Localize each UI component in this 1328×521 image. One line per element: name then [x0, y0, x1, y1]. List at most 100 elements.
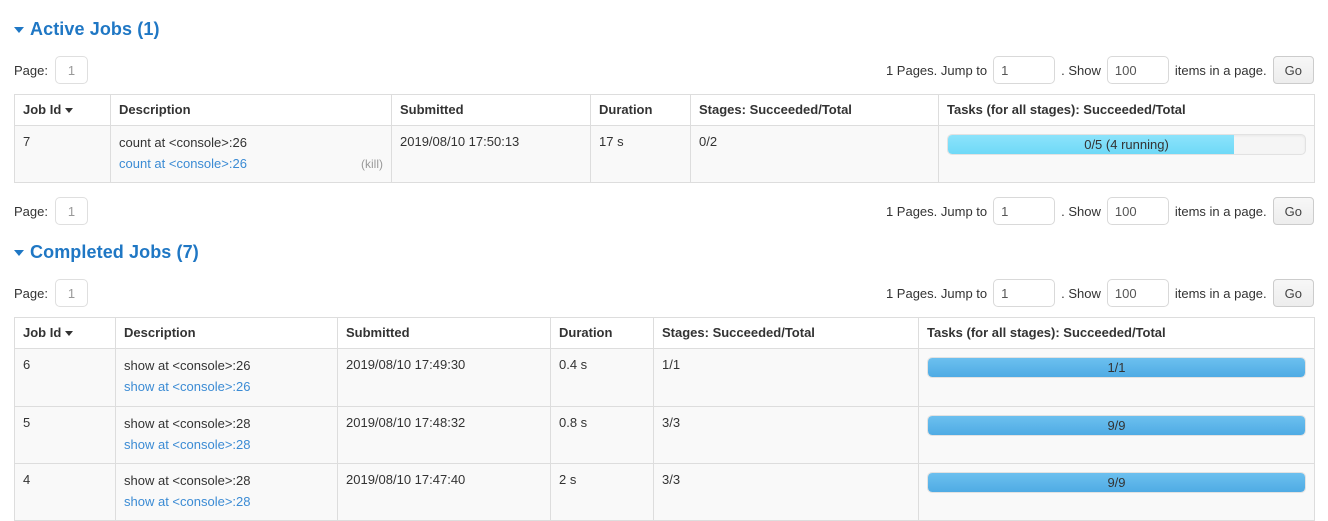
- active-bottom-show-text: . Show: [1061, 203, 1101, 219]
- cell-tasks: 9/9: [918, 405, 1315, 465]
- table-row: 6 show at <console>:26 show at <console>…: [14, 348, 1315, 407]
- tasks-progress-label: 9/9: [1107, 475, 1126, 491]
- column-header-stages-label: Stages: Succeeded/Total: [699, 102, 852, 117]
- cell-job-id: 4: [14, 463, 116, 521]
- column-header-job-id-label: Job Id: [23, 102, 74, 117]
- cell-stages: 3/3: [653, 463, 919, 521]
- page-label: Page:: [14, 203, 48, 219]
- active-jobs-table-body: 7 count at <console>:26 count at <consol…: [14, 124, 1315, 184]
- column-header-description[interactable]: Description: [110, 94, 392, 126]
- column-header-tasks[interactable]: Tasks (for all stages): Succeeded/Total: [918, 317, 1315, 350]
- active-top-show-text: . Show: [1061, 62, 1101, 78]
- column-header-duration[interactable]: Duration: [550, 317, 654, 350]
- tasks-progress-fill: [928, 415, 1305, 435]
- active-top-items-text: items in a page.: [1174, 62, 1267, 78]
- completed-jump-group: 1 Pages. Jump to . Show items in a page.…: [885, 279, 1314, 308]
- table-row: 5 show at <console>:28 show at <console>…: [14, 405, 1315, 465]
- column-header-duration[interactable]: Duration: [590, 94, 691, 126]
- active-top-page-input[interactable]: [54, 56, 88, 84]
- completed-show-input[interactable]: [1106, 279, 1169, 308]
- column-header-stages[interactable]: Stages: Succeeded/Total: [690, 94, 939, 126]
- column-header-description-label: Description: [124, 325, 196, 341]
- job-description-link[interactable]: show at <console>:28: [124, 493, 251, 509]
- cell-stages: 0/2: [690, 124, 939, 184]
- active-bottom-jump-group: 1 Pages. Jump to . Show items in a page.…: [886, 197, 1314, 226]
- completed-pages-text: 1 Pages. Jump to: [885, 285, 988, 301]
- completed-jobs-title: Completed Jobs (7): [30, 242, 199, 263]
- column-header-duration-label: Duration: [599, 102, 653, 117]
- job-description-text: show at <console>:26: [124, 358, 251, 374]
- cell-tasks: 0/5 (4 running): [938, 124, 1315, 184]
- job-description-text: show at <console>:28: [124, 415, 251, 431]
- active-top-go-button[interactable]: Go: [1272, 56, 1314, 84]
- active-top-jump-input[interactable]: [993, 56, 1056, 84]
- completed-page-input[interactable]: [54, 279, 88, 308]
- cell-tasks: 9/9: [918, 463, 1315, 521]
- cell-duration: 17 s: [590, 124, 691, 184]
- cell-submitted: 2019/08/10 17:48:32: [337, 405, 551, 465]
- sort-descending-icon: [65, 108, 74, 113]
- column-header-description[interactable]: Description: [115, 317, 338, 350]
- active-bottom-jump-input[interactable]: [993, 197, 1056, 226]
- page-label: Page:: [14, 285, 48, 301]
- tasks-progress-fill: [948, 135, 1234, 154]
- column-header-tasks[interactable]: Tasks (for all stages): Succeeded/Total: [938, 94, 1315, 126]
- column-header-job-id[interactable]: Job Id: [14, 94, 111, 126]
- job-description-link[interactable]: show at <console>:28: [124, 436, 251, 452]
- cell-submitted: 2019/08/10 17:49:30: [337, 348, 551, 407]
- column-header-duration-label: Duration: [559, 325, 613, 341]
- completed-jobs-header[interactable]: Completed Jobs (7): [14, 243, 1314, 261]
- cell-tasks: 1/1: [918, 348, 1315, 407]
- cell-duration: 2 s: [550, 463, 654, 521]
- job-description-links: count at <console>:26 (kill): [119, 154, 383, 174]
- column-header-submitted-label: Submitted: [400, 102, 464, 117]
- completed-go-button[interactable]: Go: [1272, 279, 1314, 308]
- column-header-tasks-label: Tasks (for all stages): Succeeded/Total: [947, 102, 1186, 117]
- completed-jobs-table-body: 6 show at <console>:26 show at <console>…: [14, 348, 1315, 521]
- completed-page-group: Page:: [14, 279, 88, 308]
- job-description-links: show at <console>:28: [124, 435, 329, 455]
- table-row: 7 count at <console>:26 count at <consol…: [14, 124, 1315, 184]
- caret-down-icon: [14, 27, 24, 33]
- column-header-stages-label: Stages: Succeeded/Total: [662, 325, 815, 341]
- completed-show-text: . Show: [1061, 285, 1101, 301]
- column-header-submitted[interactable]: Submitted: [337, 317, 551, 350]
- tasks-progress-bar: 9/9: [927, 414, 1306, 436]
- job-description-text: show at <console>:28: [124, 473, 251, 489]
- kill-job-link[interactable]: (kill): [361, 156, 383, 171]
- tasks-progress-fill: [928, 473, 1305, 493]
- column-header-description-label: Description: [119, 102, 191, 117]
- active-top-show-input[interactable]: [1106, 56, 1169, 84]
- active-bottom-page-group: Page:: [14, 197, 88, 226]
- active-jobs-title: Active Jobs (1): [30, 19, 160, 39]
- active-bottom-show-input[interactable]: [1106, 197, 1169, 226]
- jobs-page: Active Jobs (1) Page: 1 Pages. Jump to .…: [14, 20, 1315, 521]
- job-description-text: count at <console>:26: [119, 135, 247, 150]
- table-row: 4 show at <console>:28 show at <console>…: [14, 463, 1315, 521]
- column-header-tasks-label: Tasks (for all stages): Succeeded/Total: [927, 325, 1166, 341]
- active-bottom-go-button[interactable]: Go: [1272, 197, 1314, 226]
- cell-description: show at <console>:28 show at <console>:2…: [115, 405, 338, 465]
- cell-duration: 0.8 s: [550, 405, 654, 465]
- cell-stages: 3/3: [653, 405, 919, 465]
- column-header-submitted[interactable]: Submitted: [391, 94, 591, 126]
- job-description-link[interactable]: count at <console>:26: [119, 155, 247, 171]
- column-header-job-id[interactable]: Job Id: [14, 317, 116, 350]
- tasks-progress-bar: 1/1: [927, 357, 1306, 379]
- completed-jump-input[interactable]: [993, 279, 1056, 308]
- cell-stages: 1/1: [653, 348, 919, 407]
- active-top-jump-group: 1 Pages. Jump to . Show items in a page.…: [886, 56, 1314, 84]
- job-description-link[interactable]: show at <console>:26: [124, 379, 251, 395]
- column-header-stages[interactable]: Stages: Succeeded/Total: [653, 317, 919, 350]
- cell-submitted: 2019/08/10 17:50:13: [391, 124, 591, 184]
- cell-job-id: 7: [14, 124, 111, 184]
- completed-jobs-table-head: Job Id Description Submitted Duration St…: [14, 317, 1315, 350]
- cell-description: show at <console>:28 show at <console>:2…: [115, 463, 338, 521]
- table-header-row: Job Id Description Submitted Duration St…: [14, 317, 1315, 350]
- active-bottom-page-input[interactable]: [54, 197, 88, 226]
- active-top-pages-text: 1 Pages. Jump to: [885, 62, 988, 78]
- active-bottom-items-text: items in a page.: [1174, 203, 1267, 219]
- active-top-page-group: Page:: [14, 56, 88, 84]
- active-jobs-header[interactable]: Active Jobs (1): [14, 20, 1314, 38]
- job-description-links: show at <console>:28: [124, 492, 329, 512]
